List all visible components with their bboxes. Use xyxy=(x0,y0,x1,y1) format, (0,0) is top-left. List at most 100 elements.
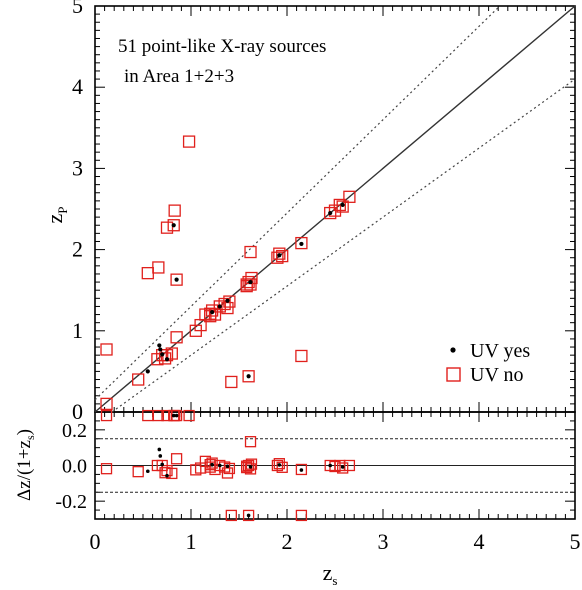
uv-yes-residual xyxy=(171,413,176,418)
uv-no-residual xyxy=(170,453,183,465)
uv-yes-point xyxy=(328,210,333,216)
uv-yes-residual xyxy=(328,463,333,468)
uv-no-point xyxy=(273,247,286,260)
uv-no-residual xyxy=(343,459,356,472)
uv-yes-residual xyxy=(174,413,179,418)
legend-uv-no-label: UV no xyxy=(470,364,524,386)
uv-no-residual xyxy=(100,463,113,475)
uv-no-residual xyxy=(276,461,288,473)
one-to-one-line xyxy=(94,5,576,413)
uv-yes-point xyxy=(248,279,253,285)
uv-no-point xyxy=(165,347,178,360)
bottom-ylabel-sub: s xyxy=(23,435,37,440)
uv-no-point xyxy=(167,219,180,232)
uv-no-residual xyxy=(166,467,178,480)
x-tick-label: 3 xyxy=(378,529,389,554)
uv-yes-point xyxy=(299,241,304,247)
uv-yes-point xyxy=(246,374,251,379)
uv-no-point xyxy=(199,308,212,321)
uv-no-residual xyxy=(206,457,218,469)
legend-uv-yes-marker xyxy=(450,347,456,353)
top-ylabel-main: z xyxy=(42,214,67,224)
x-label-main: z xyxy=(323,560,333,585)
uv-no-point xyxy=(218,297,231,311)
uv-no-point xyxy=(100,397,113,411)
uv-no-residual xyxy=(204,459,216,471)
bottom-ylabel: Δz/(1+zs) xyxy=(14,429,37,501)
top-y-tick-label: 4 xyxy=(72,74,83,99)
uv-no-residual xyxy=(225,509,237,522)
uv-no-point xyxy=(271,251,284,264)
uv-yes-point xyxy=(217,304,222,309)
top-y-tick-label: 5 xyxy=(72,0,83,18)
uv-no-point xyxy=(205,304,219,317)
uv-no-point xyxy=(208,308,222,321)
uv-no-point xyxy=(242,275,255,289)
uv-no-point xyxy=(242,370,255,383)
x-tick-label: 2 xyxy=(282,529,293,554)
top-y-tick-label: 3 xyxy=(72,155,83,180)
uv-no-point xyxy=(182,135,196,148)
uv-no-point xyxy=(132,373,145,386)
x-axis-label: zs xyxy=(323,560,338,588)
uv-no-point xyxy=(295,349,308,363)
uv-no-residual xyxy=(132,465,144,478)
top-y-tick-label: 0 xyxy=(72,399,83,424)
data-points xyxy=(100,135,356,522)
svg-text:Δz/(1+zs): Δz/(1+zs) xyxy=(14,429,37,501)
uv-yes-residual xyxy=(157,447,162,452)
x-tick-label: 1 xyxy=(186,529,197,554)
uv-no-point xyxy=(168,204,181,217)
lower-bound-line xyxy=(111,78,576,413)
legend-uv-yes-label: UV yes xyxy=(470,340,530,362)
uv-no-residual xyxy=(273,458,285,470)
uv-yes-residual xyxy=(218,463,222,468)
uv-no-point xyxy=(170,331,183,344)
uv-no-residual xyxy=(295,463,308,476)
uv-yes-residual xyxy=(277,463,282,467)
uv-yes-point xyxy=(164,357,170,362)
top-y-tick-label: 1 xyxy=(72,318,83,343)
upper-bound-line xyxy=(94,5,501,401)
uv-yes-point xyxy=(277,253,282,258)
uv-yes-point xyxy=(171,223,176,228)
top-y-tick-label: 2 xyxy=(72,237,83,262)
x-tick-label: 4 xyxy=(474,529,485,554)
uv-yes-residual xyxy=(160,462,164,467)
annotation-line1: 51 point-like X-ray sources xyxy=(118,36,326,57)
uv-no-point xyxy=(240,278,253,291)
uv-no-point xyxy=(343,190,356,203)
uv-yes-residual xyxy=(248,465,253,469)
uv-no-residual xyxy=(159,467,171,479)
legend: UV yes UV no xyxy=(446,340,530,386)
uv-yes-residual xyxy=(246,513,251,518)
x-tick-label: 0 xyxy=(90,529,101,554)
uv-no-point xyxy=(204,307,217,320)
uv-no-point xyxy=(244,245,257,259)
uv-no-residual xyxy=(337,462,349,474)
uv-no-point xyxy=(151,353,164,366)
top-ylabel: zP xyxy=(42,207,70,224)
uv-no-residual xyxy=(242,459,255,472)
uv-yes-residual xyxy=(340,465,345,469)
x-label-sub: s xyxy=(332,573,337,588)
uv-no-point xyxy=(324,206,337,220)
uv-yes-residual xyxy=(225,464,230,469)
uv-yes-point xyxy=(158,347,163,352)
uv-no-point xyxy=(141,266,154,280)
legend-uv-no-marker xyxy=(446,367,461,382)
uv-no-point xyxy=(152,261,165,274)
uv-no-residual xyxy=(183,409,195,422)
uv-no-point xyxy=(333,198,346,212)
uv-no-residual xyxy=(170,409,183,422)
uv-yes-point xyxy=(225,298,230,303)
uv-no-point xyxy=(223,295,236,308)
uv-no-point xyxy=(170,273,183,286)
uv-yes-residual xyxy=(165,473,169,478)
uv-yes-point xyxy=(160,352,165,357)
bottom-ylabel-main: Δz/(1+z xyxy=(14,440,35,501)
top-ylabel-sub: P xyxy=(55,207,70,214)
uv-no-residual xyxy=(295,509,308,522)
bottom-y-tick-label: 0.0 xyxy=(62,456,87,478)
